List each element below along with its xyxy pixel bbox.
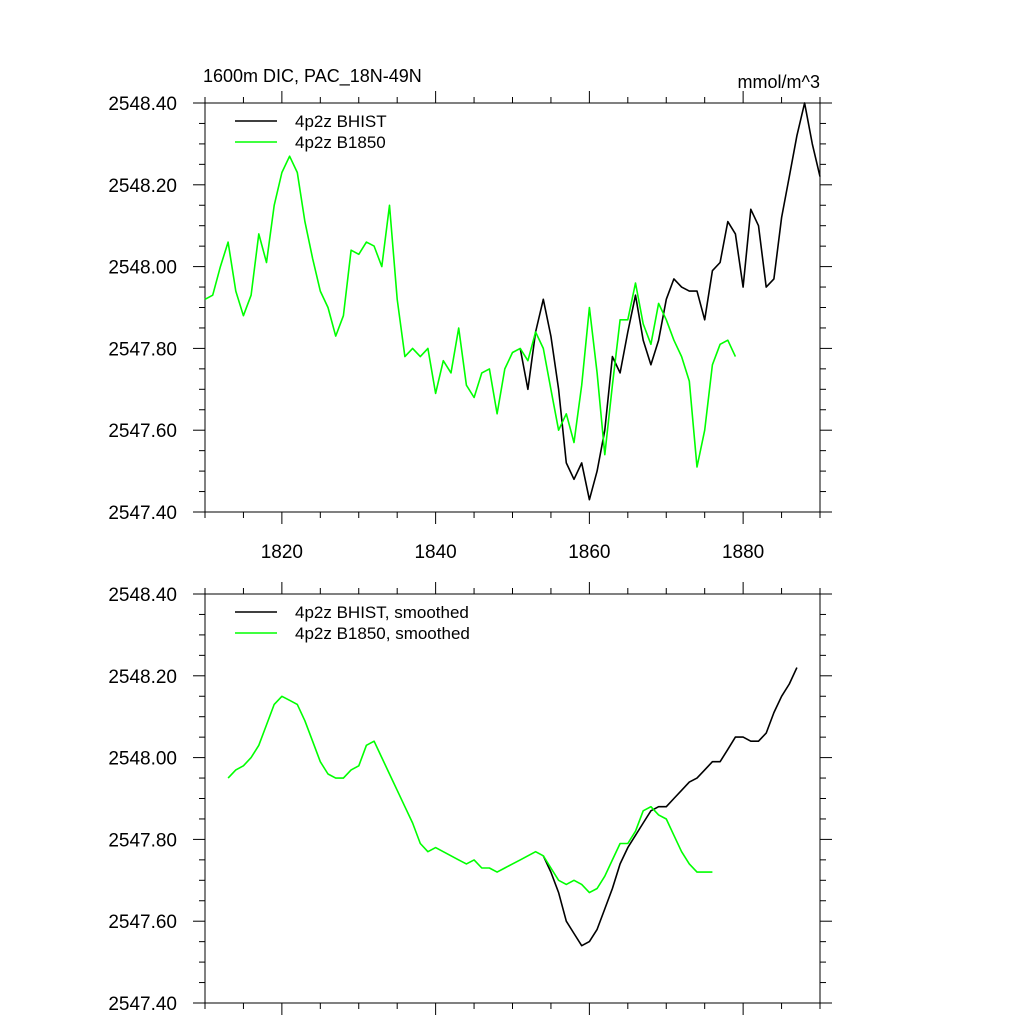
units-label: mmol/m^3 xyxy=(738,72,820,92)
legend-label: 4p2z B1850, smoothed xyxy=(295,624,470,643)
panel-2: 2547.40 2547.60 2547.80 2548.00 2548.20 2548.… xyxy=(108,582,832,1015)
panels: 2547.40 2547.60 2547.80 2548.00 2548.20 2548.… xyxy=(108,91,832,1015)
y-tick-label: 2547.80 xyxy=(108,830,177,851)
y-tick-label: 2548.20 xyxy=(108,176,177,197)
series-line-2 xyxy=(227,695,713,894)
y-tick-label: 2547.80 xyxy=(108,339,177,360)
x-tick-label: 1860 xyxy=(568,542,610,563)
x-tick-label: 1840 xyxy=(414,542,456,563)
series-line-2 xyxy=(204,155,737,468)
y-tick-label: 2548.00 xyxy=(108,258,177,279)
x-tick-label: 1880 xyxy=(722,542,764,563)
y-tick-label: 2548.40 xyxy=(108,94,177,115)
series-line-1 xyxy=(542,667,798,947)
panel-1: 2547.40 2547.60 2547.80 2548.00 2548.20 2548.… xyxy=(108,91,832,563)
y-tick-label: 2548.00 xyxy=(108,749,177,770)
plot-frame xyxy=(204,102,821,513)
y-tick-label: 2547.60 xyxy=(108,421,177,442)
legend-label: 4p2z B1850 xyxy=(295,133,386,152)
y-tick-label: 2548.40 xyxy=(108,585,177,606)
x-tick-label: 1820 xyxy=(261,542,303,563)
y-tick-label: 2547.40 xyxy=(108,994,177,1015)
y-tick-label: 2547.40 xyxy=(108,503,177,524)
series-line-1 xyxy=(519,102,821,501)
y-tick-label: 2547.60 xyxy=(108,912,177,933)
chart-title: 1600m DIC, PAC_18N-49N xyxy=(203,66,422,87)
plot-frame xyxy=(204,593,821,1004)
y-tick-label: 2548.20 xyxy=(108,667,177,688)
legend-label: 4p2z BHIST, smoothed xyxy=(295,603,469,622)
legend-label: 4p2z BHIST xyxy=(295,112,387,131)
